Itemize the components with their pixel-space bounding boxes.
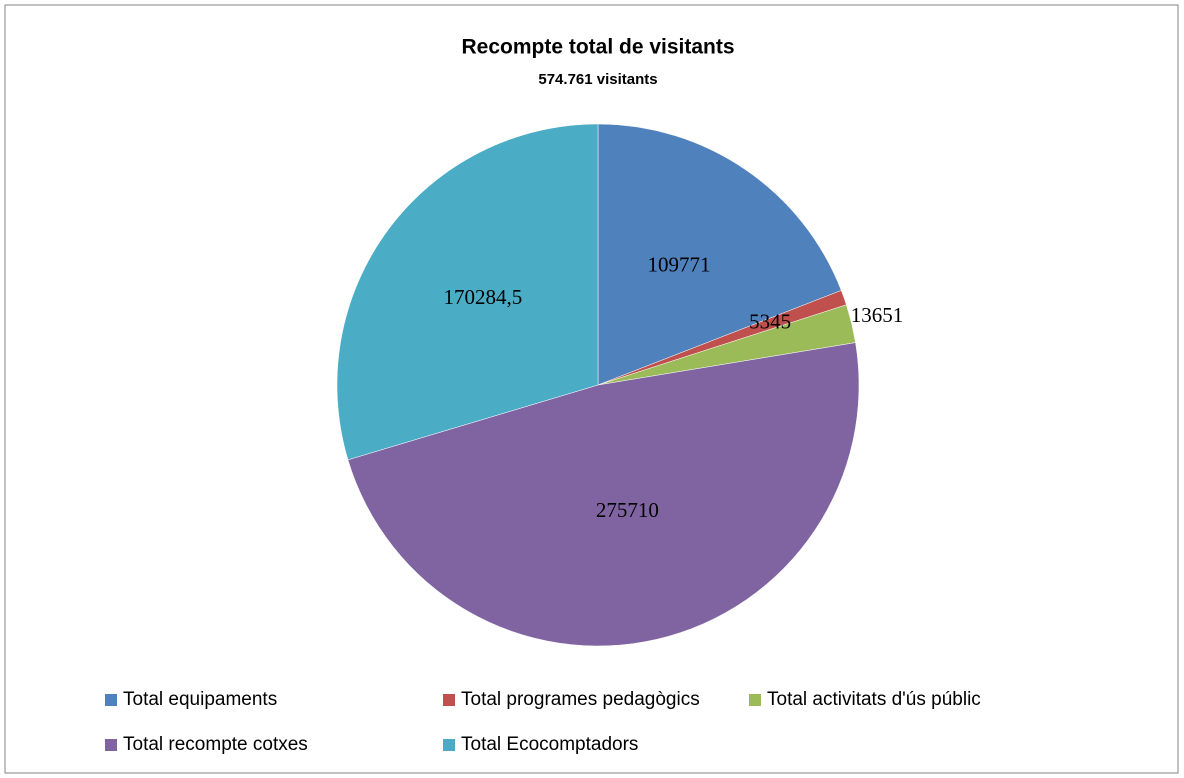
chart-subtitle: 574.761 visitants — [538, 71, 657, 88]
legend-swatch — [105, 739, 117, 751]
legend-label: Total Ecocomptadors — [461, 734, 638, 755]
pie-slice — [336, 123, 599, 461]
data-label: 13651 — [851, 303, 904, 327]
legend-label: Total programes pedagògics — [461, 689, 700, 710]
legend-swatch — [749, 694, 761, 706]
data-label: 170284,5 — [443, 285, 522, 309]
legend-swatch — [443, 739, 455, 751]
pie-slice — [347, 342, 860, 647]
legend-label: Total activitats d'ús públic — [767, 689, 981, 710]
legend-swatch — [443, 694, 455, 706]
data-label: 109771 — [648, 252, 711, 276]
pie-slice — [597, 123, 842, 386]
chart-title: Recompte total de visitants — [461, 36, 734, 59]
data-label: 275710 — [596, 498, 659, 522]
data-label: 5345 — [749, 310, 791, 334]
legend-swatch — [105, 694, 117, 706]
legend-label: Total equipaments — [123, 689, 277, 710]
legend-label: Total recompte cotxes — [123, 734, 308, 755]
